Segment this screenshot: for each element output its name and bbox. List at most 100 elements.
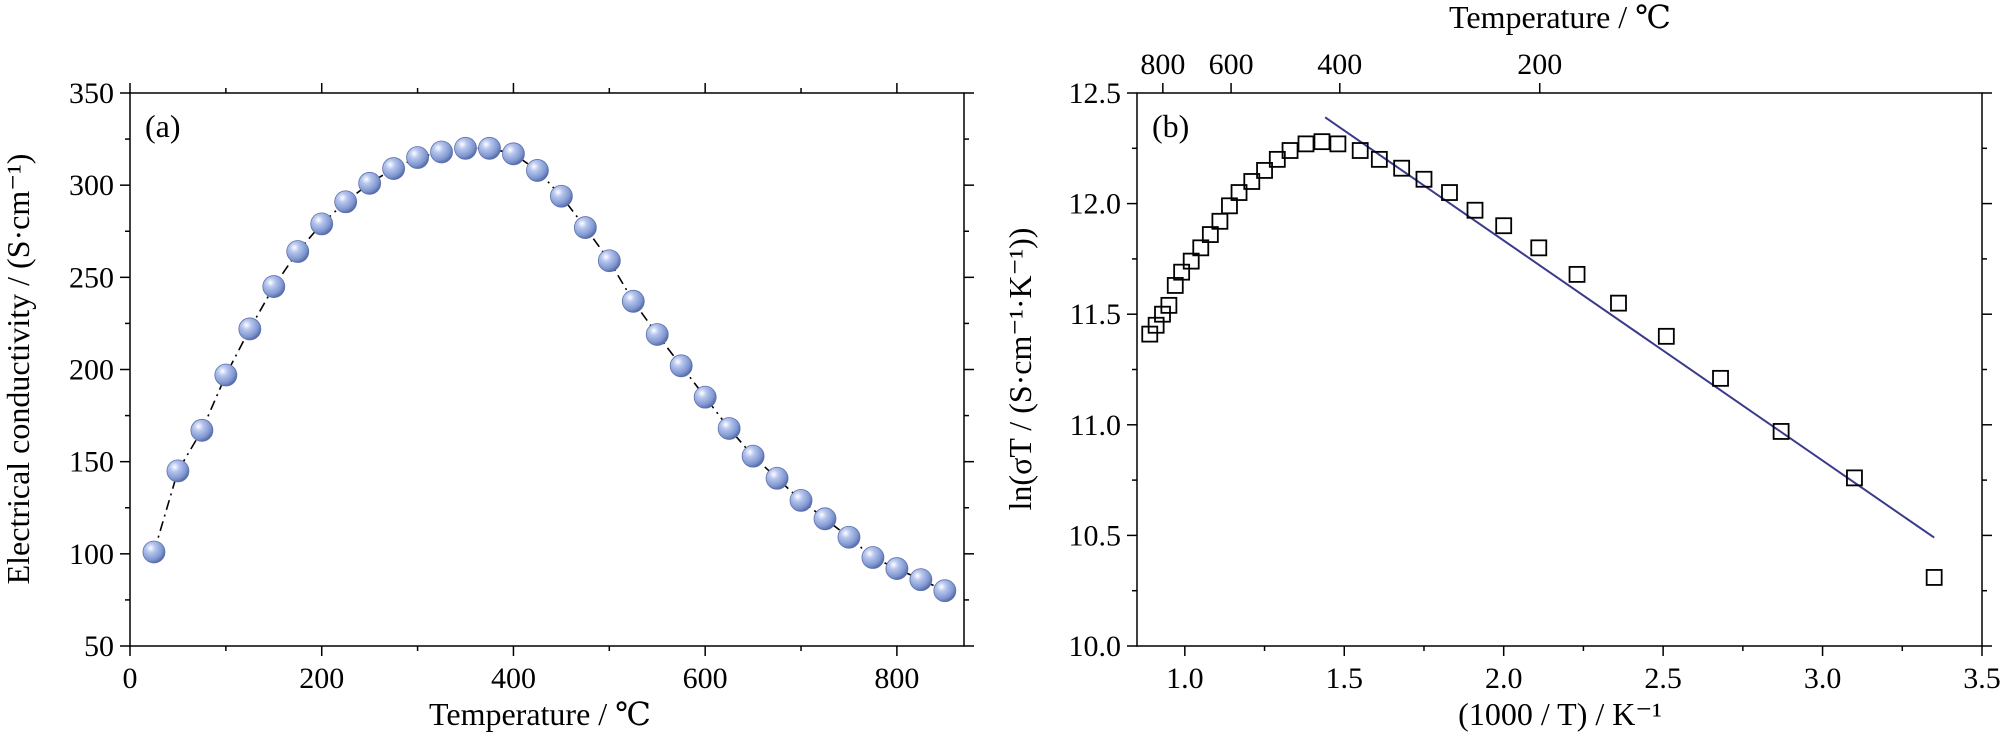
data-point	[1712, 369, 1729, 387]
chart-panel-a: 50 100 150 200 250 300 350 0 200 400 600 800 (a) Te…	[0, 77, 974, 732]
x-tick-label: 800	[874, 662, 919, 695]
data-point	[1772, 423, 1790, 440]
data-point	[478, 136, 501, 160]
data-point	[1530, 239, 1548, 257]
data-point	[142, 540, 166, 564]
data-point	[262, 275, 286, 298]
data-point	[1846, 469, 1863, 487]
y-tick-label: 250	[69, 261, 114, 294]
data-point	[1160, 296, 1178, 314]
data-point	[1166, 277, 1184, 294]
data-point	[1281, 142, 1299, 159]
data-point	[214, 363, 238, 387]
x-tick-label: 3.0	[1804, 662, 1842, 695]
connecting-line	[153, 147, 946, 592]
x-axis-title: (1000 / T) / K⁻¹	[1458, 696, 1662, 732]
data-point	[1415, 170, 1433, 188]
top-x-tick-label: 600	[1209, 48, 1254, 81]
data-point	[1243, 173, 1261, 190]
axis-ticks: 50 100 150 200 250 300 350 0 200 400 600 800	[69, 77, 974, 695]
data-point	[1925, 569, 1943, 586]
x-tick-label: 200	[299, 662, 344, 695]
y-tick-label: 200	[69, 354, 114, 387]
data-point	[1610, 294, 1627, 312]
data-point	[430, 140, 453, 164]
data-point	[1201, 226, 1219, 243]
data-point	[1297, 135, 1315, 153]
y-tick-label: 11.5	[1070, 298, 1121, 331]
data-point	[1147, 316, 1165, 334]
data-point	[1192, 239, 1210, 257]
data-point	[526, 159, 549, 182]
x-tick-label: 400	[491, 662, 536, 695]
data-point	[1329, 135, 1347, 153]
data-point	[573, 216, 597, 239]
x-tick-label: 1.0	[1166, 662, 1204, 695]
data-point	[621, 289, 645, 313]
y-axis-title: ln(σT / (S·cm⁻¹·K⁻¹))	[1002, 228, 1038, 511]
data-point	[1657, 327, 1675, 345]
data-point	[1351, 142, 1369, 159]
plot-area-frame	[1136, 92, 1983, 647]
data-point	[693, 385, 717, 409]
data-point	[837, 525, 861, 549]
data-point	[334, 190, 358, 214]
top-x-tick-label: 800	[1140, 48, 1185, 81]
x-tick-label: 3.5	[1963, 662, 2000, 695]
top-x-tick-label: 400	[1317, 48, 1362, 81]
data-points	[1141, 133, 1943, 586]
panel-label: (a)	[145, 108, 181, 144]
y-tick-label: 300	[69, 169, 114, 202]
data-points	[142, 136, 957, 603]
data-point	[382, 157, 406, 180]
data-point	[669, 354, 693, 378]
data-point	[789, 488, 813, 512]
data-point	[741, 444, 765, 468]
data-point	[861, 546, 885, 569]
data-point	[1221, 197, 1238, 215]
data-point	[1313, 133, 1331, 151]
data-point	[885, 557, 909, 580]
series-line	[153, 147, 946, 592]
axis-ticks: 10.0 10.5 11.0 11.5 12.0 12.5 1.0 1.5 2.0 2.5 3.0 3…	[1069, 48, 2000, 695]
data-point	[717, 417, 741, 440]
y-tick-label: 350	[69, 77, 114, 110]
y-tick-label: 100	[69, 538, 114, 571]
x-tick-label: 600	[683, 662, 728, 695]
data-point	[1141, 325, 1159, 343]
data-point	[286, 240, 310, 263]
data-point	[238, 317, 262, 341]
y-tick-label: 12.5	[1069, 77, 1122, 110]
data-point	[190, 418, 214, 442]
data-point	[1173, 263, 1191, 281]
data-point	[933, 579, 957, 603]
data-point	[406, 146, 429, 169]
y-tick-label: 10.5	[1069, 519, 1122, 552]
data-point	[310, 212, 334, 236]
data-point	[1370, 150, 1388, 168]
data-point	[1495, 217, 1513, 235]
y-tick-label: 50	[84, 630, 114, 663]
data-point	[1393, 159, 1411, 177]
x-tick-label: 0	[123, 662, 138, 695]
y-axis-title: Electrical conductivity / (S·cm⁻¹)	[0, 154, 36, 585]
data-point	[1211, 212, 1229, 230]
top-x-tick-label: 200	[1517, 48, 1562, 81]
data-point	[502, 142, 525, 166]
data-point	[454, 136, 477, 160]
data-point	[597, 249, 621, 273]
data-point	[1568, 265, 1586, 283]
y-tick-label: 10.0	[1069, 630, 1122, 663]
x-tick-label: 2.0	[1485, 662, 1523, 695]
data-point	[1256, 162, 1273, 179]
data-point	[1230, 184, 1248, 201]
x-axis-title: Temperature / ℃	[429, 696, 651, 732]
data-point	[1182, 252, 1200, 270]
y-tick-label: 12.0	[1069, 188, 1122, 221]
y-tick-label: 150	[69, 446, 114, 479]
x-tick-label: 1.5	[1326, 662, 1364, 695]
data-point	[813, 507, 837, 531]
data-point	[1466, 201, 1484, 219]
data-point	[358, 171, 382, 195]
